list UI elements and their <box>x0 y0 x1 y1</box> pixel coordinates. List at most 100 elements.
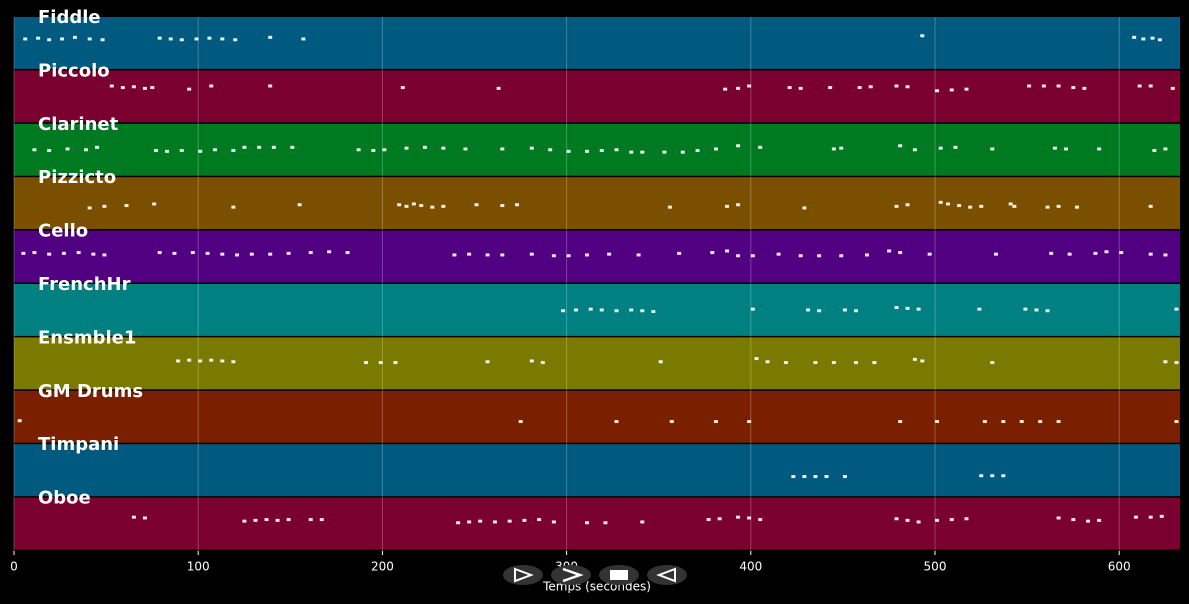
note <box>209 84 214 88</box>
note <box>529 146 534 150</box>
note <box>551 254 556 258</box>
note <box>614 420 619 424</box>
stop-button[interactable] <box>599 565 639 585</box>
note <box>1093 251 1098 255</box>
play-button[interactable] <box>503 565 543 585</box>
labels: Fiddle Piccolo Clarinet Pizzicto Cello French… <box>38 7 143 509</box>
note <box>1104 250 1109 254</box>
note <box>750 307 755 311</box>
note <box>363 361 368 365</box>
note <box>194 37 199 41</box>
note <box>507 519 512 523</box>
note <box>150 86 155 90</box>
note <box>1045 205 1050 209</box>
note <box>802 206 807 210</box>
note <box>640 150 645 154</box>
note <box>393 361 398 365</box>
note <box>842 308 847 312</box>
note <box>109 84 114 88</box>
note <box>441 204 446 208</box>
note <box>404 204 409 208</box>
note <box>61 251 66 255</box>
note <box>102 204 107 208</box>
note <box>496 86 501 90</box>
note <box>179 149 184 153</box>
forward-button[interactable] <box>551 565 591 585</box>
note <box>982 420 987 424</box>
note <box>422 145 427 149</box>
note <box>813 361 818 365</box>
note <box>142 516 147 520</box>
note <box>198 359 203 363</box>
note <box>736 86 741 90</box>
note <box>537 518 542 522</box>
note <box>905 203 910 207</box>
note <box>529 359 534 363</box>
note <box>478 519 483 523</box>
note <box>706 518 711 522</box>
note <box>382 148 387 152</box>
track-band <box>14 123 1180 176</box>
note <box>500 147 505 151</box>
note <box>1008 202 1013 206</box>
note <box>1163 147 1168 151</box>
note <box>268 84 273 88</box>
note <box>898 144 903 148</box>
note <box>17 419 22 423</box>
note <box>968 205 973 209</box>
note <box>806 308 811 312</box>
note <box>1019 420 1024 424</box>
note <box>791 475 796 479</box>
note <box>747 84 752 88</box>
note <box>839 146 844 150</box>
note <box>131 85 136 89</box>
note <box>83 148 88 152</box>
note <box>953 145 958 149</box>
note <box>640 309 645 313</box>
rewind-button[interactable] <box>647 565 687 585</box>
note <box>1133 515 1138 519</box>
note <box>1012 204 1017 208</box>
note <box>828 86 833 90</box>
note <box>411 202 416 206</box>
note <box>172 251 177 255</box>
track-name: Clarinet <box>38 114 119 135</box>
note <box>1049 251 1054 255</box>
note <box>747 420 752 424</box>
note <box>990 361 995 365</box>
note <box>212 148 217 152</box>
note <box>680 150 685 154</box>
note <box>231 360 236 364</box>
note <box>286 518 291 522</box>
note <box>1082 86 1087 90</box>
note <box>993 252 998 256</box>
note <box>905 518 910 522</box>
note <box>187 87 192 91</box>
note <box>168 37 173 41</box>
note <box>1056 420 1061 424</box>
x-tick-label: 100 <box>187 560 210 574</box>
note <box>1163 253 1168 257</box>
note <box>253 518 258 522</box>
note <box>736 515 741 519</box>
note <box>898 420 903 424</box>
note <box>1119 251 1124 255</box>
note <box>588 307 593 311</box>
note <box>1023 307 1028 311</box>
note <box>1163 360 1168 364</box>
note <box>736 144 741 148</box>
note <box>651 310 656 314</box>
note <box>500 204 505 208</box>
note <box>1045 309 1050 313</box>
note <box>607 252 612 256</box>
note <box>824 475 829 479</box>
note <box>142 86 147 90</box>
note <box>485 360 490 364</box>
note <box>404 146 409 150</box>
note <box>378 361 383 365</box>
note <box>713 147 718 151</box>
note <box>319 518 324 522</box>
note <box>949 88 954 92</box>
note <box>345 251 350 255</box>
